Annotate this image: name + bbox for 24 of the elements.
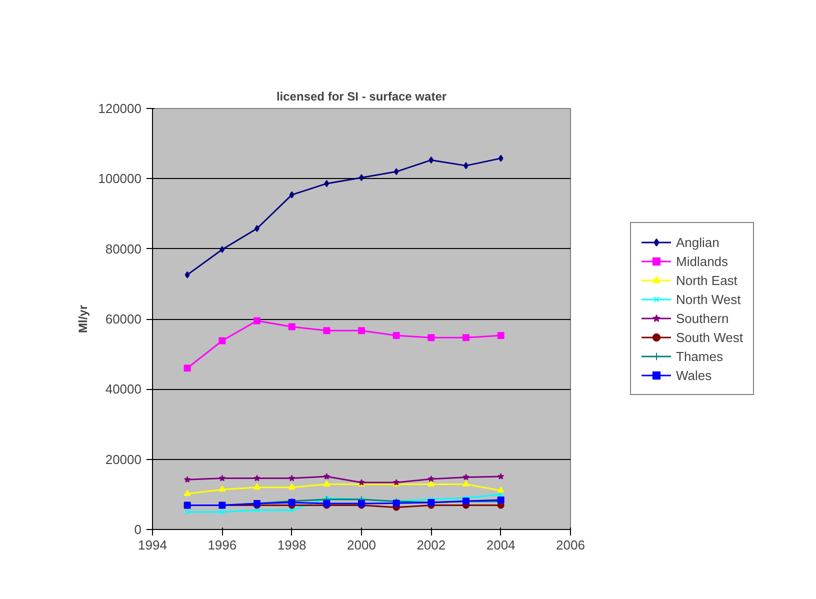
y-tick-label: 80000 bbox=[105, 241, 142, 256]
x-tick-label: 2006 bbox=[556, 538, 585, 552]
y-tick-label: 60000 bbox=[105, 312, 142, 326]
x-tick-label: 2004 bbox=[486, 538, 516, 552]
legend-label: South West bbox=[676, 328, 743, 346]
y-tick-label: 20000 bbox=[105, 452, 142, 467]
chart-title: licensed for SI - surface water bbox=[276, 90, 447, 104]
legend-label: Southern bbox=[676, 310, 729, 327]
legend-label: North West bbox=[676, 290, 741, 308]
legend-label: Midlands bbox=[676, 252, 728, 270]
y-tick-label: 0 bbox=[134, 522, 142, 537]
x-tick-label: 2000 bbox=[347, 538, 376, 552]
y-axis-title: Ml/yr bbox=[76, 304, 90, 334]
x-tick-label: 2002 bbox=[416, 538, 446, 552]
y-tick-label: 40000 bbox=[105, 382, 142, 397]
legend-label: Thames bbox=[676, 348, 723, 365]
x-tick-label: 1994 bbox=[138, 538, 167, 552]
y-tick-label: 100000 bbox=[98, 171, 142, 186]
y-tick-label: 120000 bbox=[98, 101, 142, 116]
legend-label: Wales bbox=[676, 366, 712, 384]
x-tick-label: 1996 bbox=[208, 538, 237, 552]
legend-label: Anglian bbox=[676, 234, 720, 251]
x-tick-label: 1998 bbox=[277, 538, 306, 552]
legend-label: North East bbox=[676, 272, 738, 289]
